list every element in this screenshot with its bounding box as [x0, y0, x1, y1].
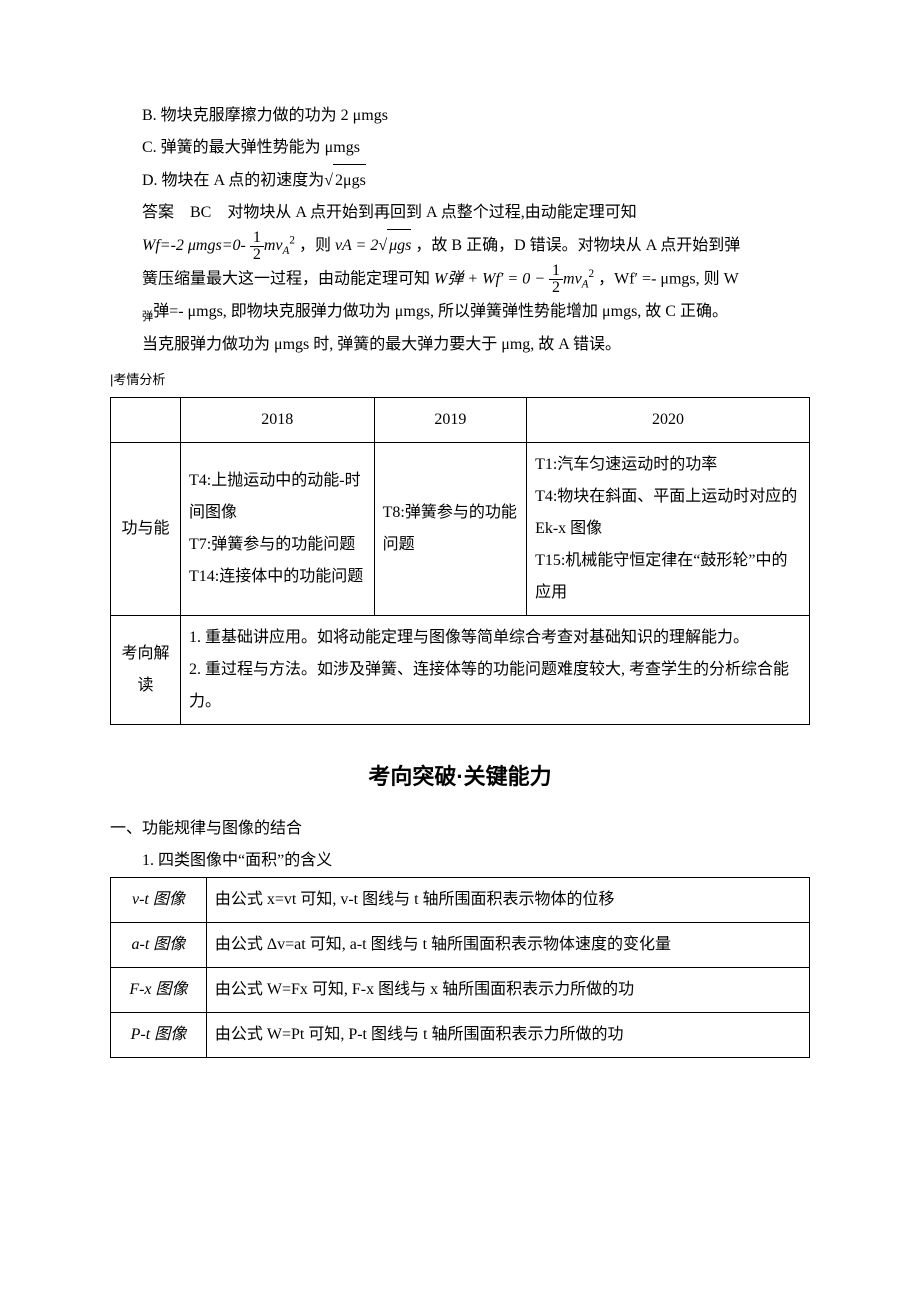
answer-l2b: mv [264, 237, 283, 254]
t2-r1a: v-t 图像 [111, 877, 207, 922]
frac-den: 2 [250, 247, 264, 263]
t2-r4a: P-t 图像 [111, 1012, 207, 1057]
answer-l2c: ，则 [299, 237, 331, 254]
cell-2018: T4:上抛运动中的动能-时间图像 T7:弹簧参与的功能问题 T14:连接体中的功… [181, 442, 375, 615]
th-2019: 2019 [374, 397, 526, 442]
answer-l3b: W弹 + Wf′ = 0 − [434, 270, 549, 287]
answer-l4: 弹=- μmgs, 即物块克服弹力做功为 μmgs, 所以弹簧弹性势能增加 μm… [153, 303, 728, 320]
answer-l3d: ，Wf′ =- μmgs, 则 W [598, 270, 739, 287]
sec1-heading: 一、功能规律与图像的结合 [110, 813, 810, 845]
sub-spring: 弹 [142, 311, 153, 323]
option-c: C. 弹簧的最大弹性势能为 μmgs [110, 132, 810, 164]
option-d: D. 物块在 A 点的初速度为 2μgs [110, 164, 810, 197]
row-label-energy: 功与能 [111, 442, 181, 615]
fraction-icon: 12 [250, 230, 264, 263]
t2-r3a: F-x 图像 [111, 967, 207, 1012]
cell-direction: 1. 重基础讲应用。如将动能定理与图像等简单综合考查对基础知识的理解能力。 2.… [181, 615, 810, 724]
answer-l1a: 对物块从 A 点开始到再回到 A 点整个过程,由动能定理可知 [227, 204, 636, 221]
table-corner [111, 397, 181, 442]
cell-2019: T8:弹簧参与的功能问题 [374, 442, 526, 615]
option-d-sqrt: 2μgs [333, 164, 366, 197]
t2-r4b: 由公式 W=Pt 可知, P-t 图线与 t 轴所围面积表示力所做的功 [206, 1012, 809, 1057]
answer-block: 答案 BC 对物块从 A 点开始到再回到 A 点整个过程,由动能定理可知 [110, 197, 810, 229]
answer-line3: 簧压缩量最大这一过程，由动能定理可知 W弹 + Wf′ = 0 − 12mvA2… [110, 263, 810, 296]
answer-l2e: ，故 B 正确，D 错误。对物块从 A 点开始到弹 [415, 237, 740, 254]
heading-analysis: |考情分析 [110, 367, 810, 393]
frac-num: 1 [250, 230, 264, 247]
table-graph-meaning: v-t 图像 由公式 x=vt 可知, v-t 图线与 t 轴所围面积表示物体的… [110, 877, 810, 1058]
answer-l3c: mv [563, 270, 582, 287]
table-exam-analysis: 2018 2019 2020 功与能 T4:上抛运动中的动能-时间图像 T7:弹… [110, 397, 810, 725]
t2-r2a: a-t 图像 [111, 922, 207, 967]
sec1-sub: 1. 四类图像中“面积”的含义 [110, 845, 810, 877]
fraction-icon: 12 [549, 263, 563, 296]
answer-l3a: 簧压缩量最大这一过程，由动能定理可知 [142, 270, 430, 287]
t2-r3b: 由公式 W=Fx 可知, F-x 图线与 x 轴所围面积表示力所做的功 [206, 967, 809, 1012]
answer-line2: Wf=-2 μmgs=0- 12mvA2 ，则 vA = 2μgs ，故 B 正… [110, 229, 810, 263]
sqrt-icon [378, 237, 387, 254]
answer-label: 答案 BC [142, 204, 227, 221]
sqrt-icon [324, 172, 333, 189]
option-b: B. 物块克服摩擦力做的功为 2 μmgs [110, 100, 810, 132]
row-label-direction: 考向解读 [111, 615, 181, 724]
answer-line5: 当克服弹力做功为 μmgs 时, 弹簧的最大弹力要大于 μmg, 故 A 错误。 [110, 329, 810, 361]
heading-analysis-text: 考情分析 [113, 372, 165, 387]
option-d-text: D. 物块在 A 点的初速度为 [142, 172, 324, 189]
t2-r2b: 由公式 Δv=at 可知, a-t 图线与 t 轴所围面积表示物体速度的变化量 [206, 922, 809, 967]
answer-line4: 弹弹=- μmgs, 即物块克服弹力做功为 μmgs, 所以弹簧弹性势能增加 μ… [110, 296, 810, 329]
frac-num: 1 [549, 263, 563, 280]
section-title: 考向突破·关键能力 [110, 755, 810, 799]
frac-den: 2 [549, 280, 563, 296]
th-2020: 2020 [527, 397, 810, 442]
answer-l2d: vA = 2 [335, 237, 378, 254]
answer-l2sqrt: μgs [387, 229, 411, 262]
cell-2020: T1:汽车匀速运动时的功率 T4:物块在斜面、平面上运动时对应的 Ek-x 图像… [527, 442, 810, 615]
t2-r1b: 由公式 x=vt 可知, v-t 图线与 t 轴所围面积表示物体的位移 [206, 877, 809, 922]
answer-l2a: Wf=-2 μmgs=0- [142, 237, 246, 254]
th-2018: 2018 [181, 397, 375, 442]
